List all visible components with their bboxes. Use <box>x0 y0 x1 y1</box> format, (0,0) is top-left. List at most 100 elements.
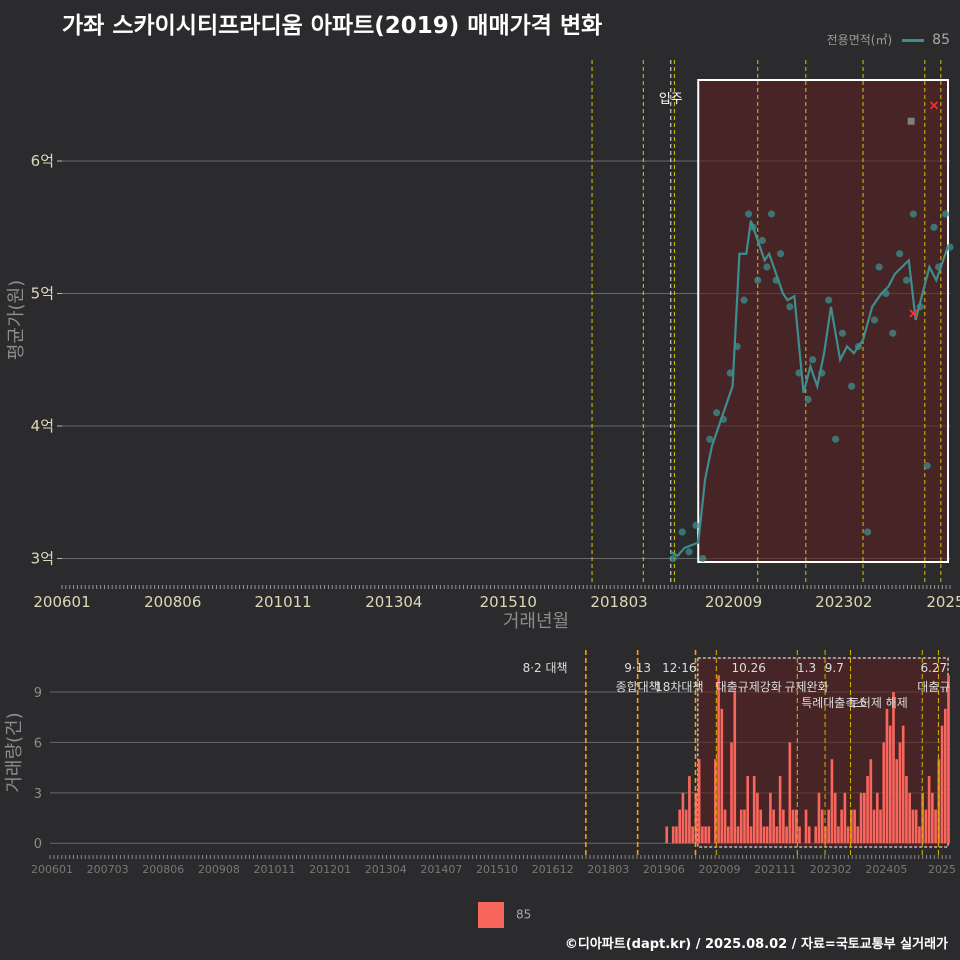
y-tick-label-2: 5억 <box>31 285 54 303</box>
price-chart: 3억 4억 5억 6억 입주 200601 200806 201011 201304 201510… <box>6 60 960 632</box>
volume-bar <box>681 792 685 844</box>
y-tick-label-1: 4억 <box>31 417 54 435</box>
volume-bar <box>927 776 931 844</box>
scatter-point <box>692 521 700 529</box>
bar-x-tick-label-8: 201510 <box>476 863 518 876</box>
x-tick-label-8: 2025 <box>926 593 960 611</box>
volume-bar <box>778 776 782 844</box>
x-tick-label-3: 201304 <box>365 593 422 611</box>
volume-bar <box>772 809 775 844</box>
volume-bar <box>827 809 831 844</box>
move-in-annotation: 입주 <box>659 92 683 107</box>
y-tick-label-0: 3억 <box>31 550 54 568</box>
bar-y-tick-label-1: 3 <box>34 787 42 802</box>
scatter-point <box>902 276 911 284</box>
event-label-5: 9.7 <box>825 661 844 675</box>
legend-top: 전용면적(㎡) 85 <box>827 31 950 48</box>
volume-bar <box>830 759 834 844</box>
volume-bar <box>914 809 918 844</box>
legend-line-swatch <box>902 39 925 42</box>
scatter-point <box>889 329 897 337</box>
volume-bar <box>723 809 727 844</box>
volume-bar <box>869 759 873 844</box>
volume-bar <box>749 826 753 844</box>
volume-bar <box>804 809 808 844</box>
bar-x-tick-label-16: 2025 <box>928 863 956 876</box>
volume-bar <box>684 809 688 844</box>
volume-bar <box>775 826 779 844</box>
scatter-point <box>809 356 817 364</box>
scatter-point <box>831 435 840 443</box>
volume-bar <box>762 826 766 844</box>
footer-credit: ©디아파트(dapt.kr) / 2025.08.02 / 자료=국토교통부 실… <box>564 937 948 952</box>
volume-bar <box>853 809 856 844</box>
bar-x-tick-label-9: 201612 <box>532 863 574 876</box>
volume-bar <box>726 826 730 844</box>
volume-bar <box>937 759 941 844</box>
volume-bar <box>850 809 853 844</box>
event-label-7: 6.27 <box>920 661 947 675</box>
volume-bar <box>688 776 691 844</box>
scatter-point <box>941 210 950 218</box>
scatter-point <box>740 296 748 304</box>
volume-bar <box>704 826 707 844</box>
event-label-2: 12·16 <box>662 661 696 675</box>
scatter-point <box>767 210 776 218</box>
volume-bar <box>940 725 944 844</box>
volume-bar <box>820 809 824 844</box>
x-tick-label-0: 200601 <box>33 593 90 611</box>
scatter-point <box>909 210 917 218</box>
special-marker-2 <box>909 309 918 318</box>
scatter-point <box>825 296 833 304</box>
legend-bottom-series: 85 <box>516 907 532 922</box>
legend-bottom: 85 <box>478 902 531 928</box>
scatter-point <box>706 435 714 443</box>
event-label-1: 9·13 <box>624 661 651 675</box>
volume-bar <box>882 742 886 844</box>
bar-x-tick-label-2: 200806 <box>142 863 184 876</box>
volume-bar <box>947 675 950 844</box>
x-axis-title: 거래년월 <box>503 611 569 632</box>
volume-bar <box>943 708 947 844</box>
volume-bar <box>733 692 737 844</box>
scatter-point <box>669 554 677 563</box>
volume-bar <box>798 826 801 844</box>
scatter-point <box>804 395 812 404</box>
volume-bar <box>875 792 879 844</box>
volume-bar <box>840 809 843 844</box>
event-sublabel-7: 대출규 <box>917 680 950 694</box>
event-label-4: 1.3 <box>797 661 816 675</box>
x-tick-label-7: 202302 <box>815 593 872 611</box>
volume-bar <box>791 809 795 844</box>
volume-bar <box>859 792 863 844</box>
volume-bar <box>924 809 928 844</box>
volume-bar <box>707 826 711 844</box>
volume-bar <box>720 708 724 844</box>
scatter-point <box>763 263 771 271</box>
scatter-point <box>930 223 938 231</box>
event-sublabel-4: 규제완화 <box>784 680 828 694</box>
x-tick-label-5: 201803 <box>590 593 647 611</box>
highlight-region <box>697 79 950 563</box>
bar-x-tick-label-1: 200703 <box>87 863 129 876</box>
volume-bar <box>788 742 792 844</box>
volume-bar <box>885 708 889 844</box>
special-marker-1 <box>929 101 939 110</box>
scatter-point <box>758 236 766 245</box>
event-sublabel-6: 토허제 해제 <box>849 696 908 710</box>
volume-bar <box>905 776 908 844</box>
scatter-point <box>699 554 707 563</box>
legend-top-label: 전용면적(㎡) <box>826 33 893 47</box>
event-sublabel-2: 18차대책 <box>655 679 703 694</box>
event-sublabel-3: 대출규제강화 <box>716 680 782 694</box>
volume-bar <box>931 792 934 844</box>
volume-bar <box>714 759 717 844</box>
volume-bar <box>901 725 905 844</box>
volume-bar <box>746 776 750 844</box>
bar-x-tick-label-3: 200908 <box>198 863 240 876</box>
volume-bar <box>756 792 759 844</box>
scatter-point <box>777 250 785 258</box>
bar-x-tick-label-11: 201906 <box>643 863 685 876</box>
legend-bar-swatch <box>478 902 504 928</box>
volume-bar <box>736 826 740 844</box>
